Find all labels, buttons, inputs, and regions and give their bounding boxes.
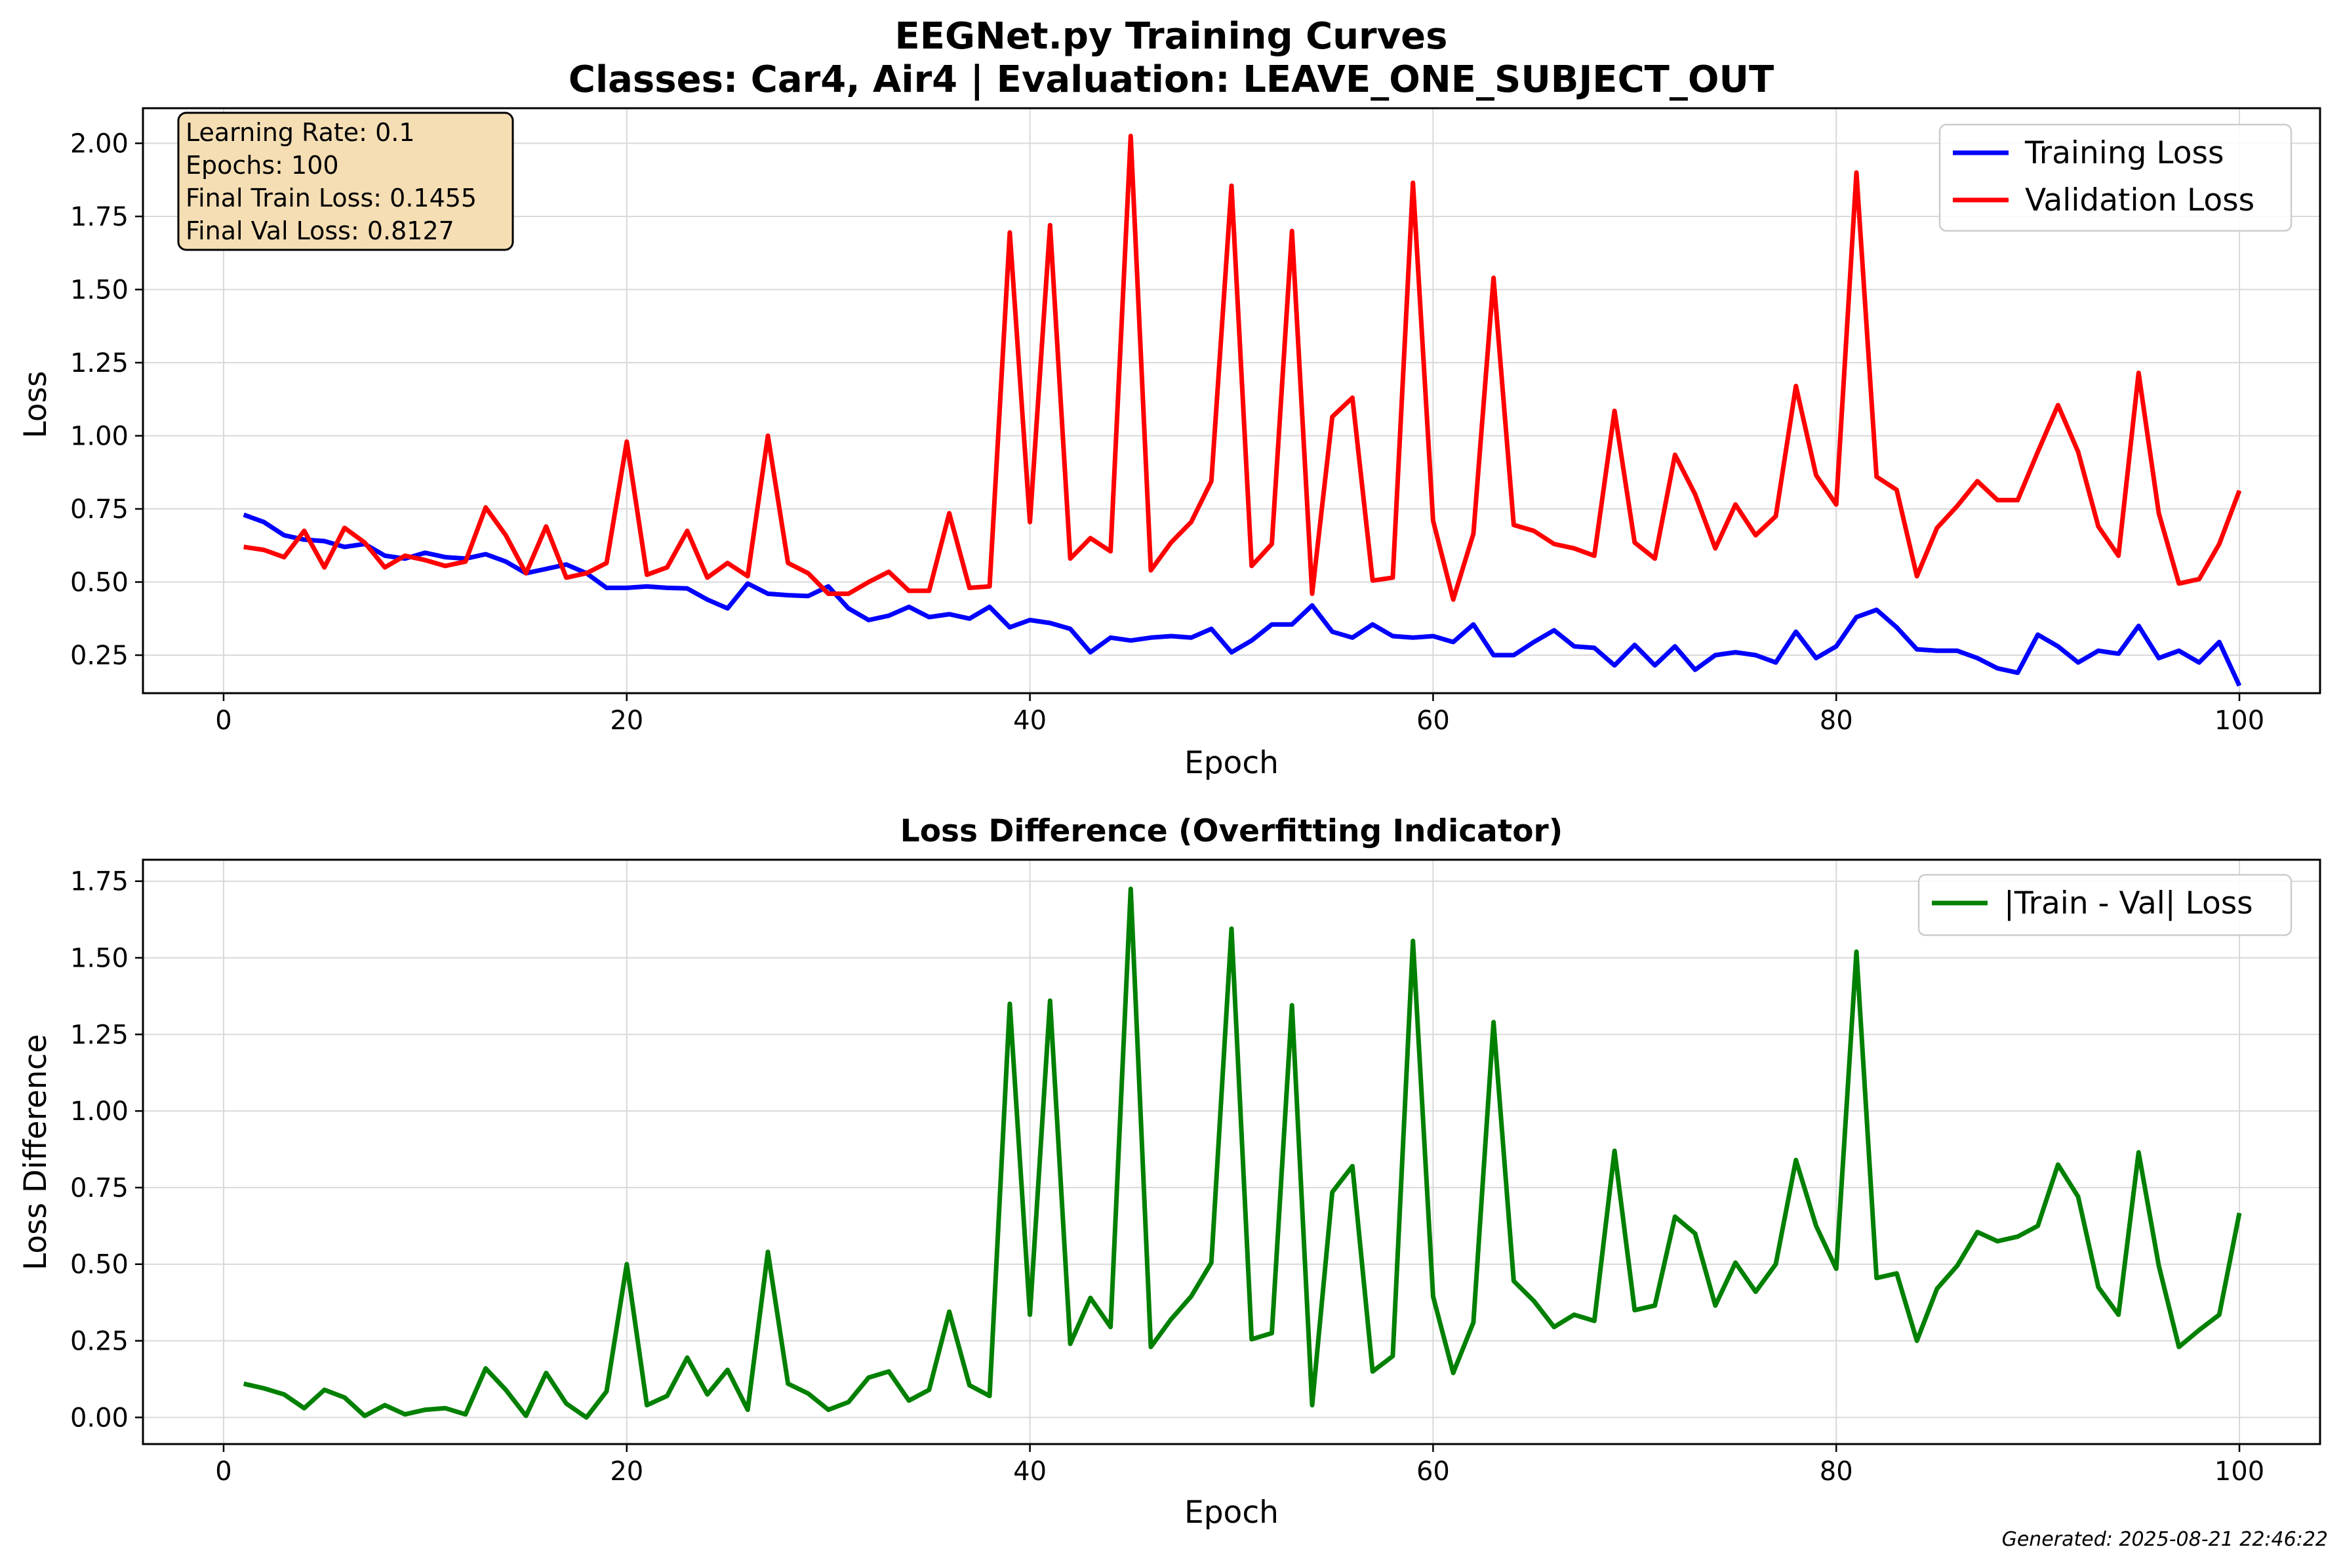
legend-frame <box>1917 874 2293 936</box>
training-info-box: Learning Rate: 0.1 Epochs: 100 Final Tra… <box>177 111 514 251</box>
y-axis-label: Loss Difference <box>18 1034 54 1270</box>
train-val-loss-line <box>243 886 2242 1420</box>
x-tick-label: 100 <box>2214 706 2264 736</box>
x-tick-label: 100 <box>2214 1457 2264 1487</box>
legend: |Train - Val| Loss <box>1917 874 2293 936</box>
y-tick-label: 1.50 <box>70 944 129 974</box>
y-tick-label: 0.75 <box>70 494 129 525</box>
legend-label: Validation Loss <box>2025 182 2254 218</box>
y-tick-label: 1.00 <box>70 422 129 452</box>
legend-label: |Train - Val| Loss <box>2004 885 2253 921</box>
training-loss-line <box>243 512 2242 687</box>
y-tick-label: 0.50 <box>70 568 129 598</box>
y-tick-label: 0.25 <box>70 1327 129 1357</box>
y-tick-label: 1.75 <box>70 867 129 897</box>
y-tick-label: 1.75 <box>70 202 129 232</box>
x-tick-label: 20 <box>610 706 643 736</box>
y-tick-label: 0.75 <box>70 1173 129 1203</box>
y-tick-label: 0.50 <box>70 1250 129 1280</box>
x-tick-label: 0 <box>215 706 231 736</box>
info-epochs: Epochs: 100 <box>186 151 339 180</box>
legend-frame <box>1938 123 2293 232</box>
y-tick-label: 1.00 <box>70 1096 129 1127</box>
legend-label: Training Loss <box>2024 135 2224 171</box>
subplot-title: Loss Difference (Overfitting Indicator) <box>900 813 1563 849</box>
x-tick-label: 40 <box>1013 1457 1047 1487</box>
grid <box>143 108 2320 693</box>
x-tick-label: 80 <box>1820 706 1853 736</box>
y-tick-label: 1.25 <box>70 348 129 378</box>
loss-difference-plot: Loss Difference (Overfitting Indicator) … <box>18 813 2321 1531</box>
y-axis-label: Loss <box>18 371 54 438</box>
x-tick-label: 20 <box>610 1457 643 1487</box>
info-box-background <box>177 111 514 251</box>
figure-title-line1: EEGNet.py Training Curves <box>894 15 1447 58</box>
x-axis-label: Epoch <box>1184 1495 1279 1531</box>
validation-loss-line <box>243 133 2242 602</box>
grid <box>143 860 2320 1444</box>
info-learning-rate: Learning Rate: 0.1 <box>186 118 415 147</box>
y-tick-label: 1.25 <box>70 1020 129 1050</box>
x-tick-label: 0 <box>215 1457 231 1487</box>
axes-frame <box>142 858 2321 1445</box>
x-tick-label: 60 <box>1416 1457 1450 1487</box>
legend: Training Loss Validation Loss <box>1938 123 2293 232</box>
figure-title-line2: Classes: Car4, Air4 | Evaluation: LEAVE_… <box>569 58 1774 101</box>
y-tick-label: 2.00 <box>70 129 129 159</box>
info-final-val-loss: Final Val Loss: 0.8127 <box>186 216 454 245</box>
x-tick-label: 80 <box>1820 1457 1853 1487</box>
generated-timestamp: Generated: 2025-08-21 22:46:22 <box>2002 1528 2328 1551</box>
axes-frame <box>142 107 2321 694</box>
series-group <box>243 886 2242 1420</box>
x-tick-label: 60 <box>1416 706 1450 736</box>
y-tick-label: 1.50 <box>70 275 129 306</box>
x-tick-label: 40 <box>1013 706 1047 736</box>
y-tick-label: 0.25 <box>70 641 129 671</box>
x-axis-label: Epoch <box>1184 745 1279 781</box>
info-final-train-loss: Final Train Loss: 0.1455 <box>186 184 477 212</box>
y-tick-label: 0.00 <box>70 1403 129 1433</box>
series-group <box>243 133 2242 687</box>
loss-curves-plot: Epoch Loss 0 20 40 60 80 100 0.25 0.50 0.75 1.00 1… <box>18 107 2321 781</box>
